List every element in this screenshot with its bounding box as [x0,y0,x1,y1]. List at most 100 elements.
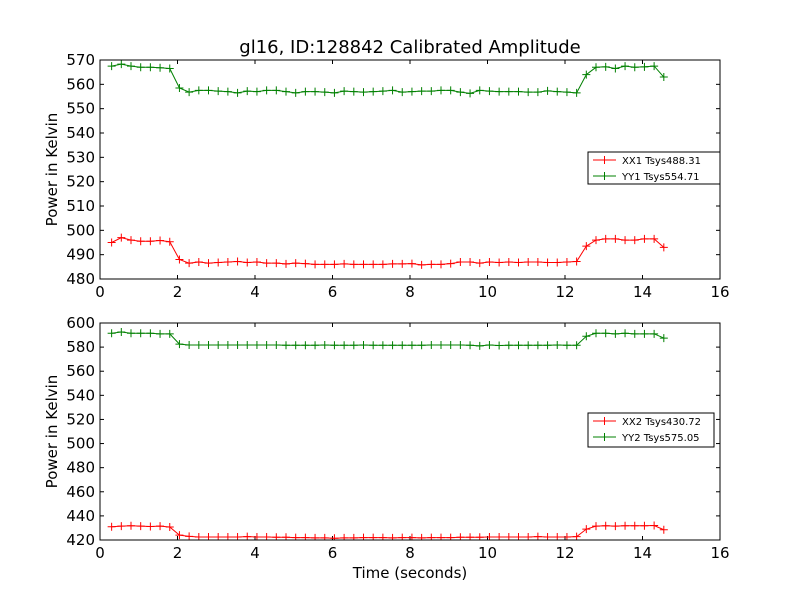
top-data-point [233,257,242,266]
bottom-data-point [369,533,378,540]
top-data-point [223,257,232,266]
bottom-data-point [291,341,300,350]
top-data-point [485,87,494,96]
bottom-data-point [156,329,165,338]
bottom-data-point [601,329,610,338]
bottom-data-point [233,340,242,349]
bottom-data-point [417,341,426,350]
bottom-x-tick-label: 2 [173,544,183,562]
top-y-axis-label: Power in Kelvin [43,113,61,227]
top-x-tick-label: 0 [95,283,105,301]
top-data-point [311,260,320,269]
bottom-data-point [349,533,358,540]
bottom-data-point [456,340,465,349]
top-data-point [117,233,126,242]
bottom-data-point [533,341,542,350]
bottom-data-point [301,341,310,350]
top-data-point [320,260,329,269]
top-data-point [301,259,310,268]
top-data-point [466,89,475,98]
bottom-legend-label: XX2 Tsys430.72 [622,417,701,428]
top-data-point [185,259,194,268]
bottom-data-point [466,341,475,350]
top-data-point [107,238,116,247]
top-series-2 [107,60,668,98]
bottom-data-point [553,340,562,349]
bottom-y-tick-label: 480 [66,459,95,477]
top-data-point [446,86,455,95]
bottom-data-point [127,329,135,338]
top-data-point [388,259,397,268]
bottom-data-point [330,341,339,350]
top-y-tick-label: 540 [66,124,95,142]
bottom-data-point [320,340,329,349]
top-data-point [107,62,116,71]
top-x-tick-label: 10 [478,283,497,301]
bottom-legend-marker [600,433,609,441]
bottom-x-tick-label: 0 [95,544,105,562]
bottom-data-point [659,525,668,534]
bottom-legend: XX2 Tsys430.72 YY2 Tsys575.05 [587,412,715,448]
bottom-data-point [340,533,349,540]
bottom-data-point [262,340,271,349]
top-data-point [504,257,513,266]
top-x-tick-label: 6 [328,283,338,301]
top-y-tick-label: 530 [66,148,95,166]
bottom-y-tick-label: 500 [66,435,95,453]
bottom-y-tick-label: 520 [66,410,95,428]
bottom-data-point [388,533,397,540]
top-data-point [611,234,620,243]
top-data-point [165,64,174,73]
bottom-data-point [437,533,445,540]
top-x-tick-label: 2 [173,283,183,301]
top-data-point [572,88,581,97]
top-data-point [427,87,436,96]
top-y-tick-label: 550 [66,100,95,118]
bottom-data-point [243,340,252,349]
top-x-tick-label: 8 [405,283,415,301]
bottom-y-tick-label: 460 [66,483,95,501]
bottom-x-tick-label: 4 [250,544,260,562]
top-data-point [127,62,135,71]
bottom-data-point [485,340,494,349]
top-data-point [592,236,600,245]
bottom-data-point [407,533,416,540]
top-data-point [127,236,135,245]
top-data-point [282,87,290,96]
top-legend-marker [600,172,609,180]
top-data-point [601,62,610,71]
bottom-data-point [640,521,649,530]
top-data-point [194,257,203,266]
bottom-data-point [117,522,126,531]
top-data-point [146,237,155,246]
top-series-line [111,237,665,266]
top-data-point [282,259,290,268]
top-data-point [369,87,378,96]
bottom-data-point [572,532,581,540]
bottom-data-point [165,329,174,338]
bottom-data-point [117,328,126,337]
bottom-data-point [533,532,542,540]
top-data-point [349,260,358,269]
bottom-data-point [514,341,523,350]
bottom-data-point [194,340,203,349]
bottom-data-point [282,341,290,350]
bottom-data-point [165,522,174,531]
top-data-point [398,259,407,268]
bottom-x-tick-label: 16 [710,544,729,562]
bottom-data-point [427,533,436,540]
bottom-data-point [446,340,455,349]
top-data-point [504,87,513,96]
top-data-point [659,243,668,252]
top-data-point [543,258,552,267]
top-data-point [437,260,445,269]
top-data-point [156,236,165,245]
bottom-data-point [252,340,261,349]
bottom-data-point [243,532,252,540]
top-data-point [582,242,591,251]
bottom-data-point [524,341,533,350]
top-y-tick-label: 570 [66,51,95,69]
top-data-point [456,88,465,97]
bottom-data-point [146,522,155,531]
